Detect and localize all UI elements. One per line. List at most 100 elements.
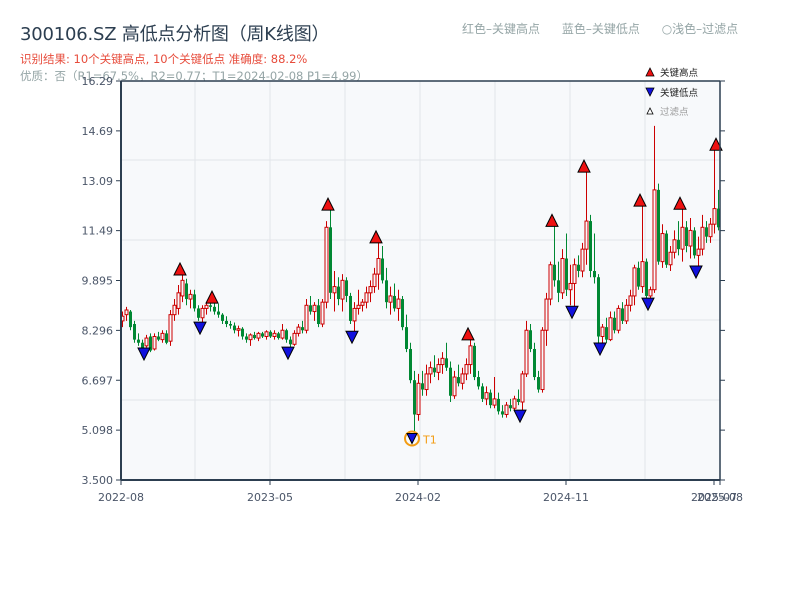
candle-body-down	[533, 348, 536, 378]
candle-body-up	[700, 226, 705, 250]
candle-body-down	[517, 398, 520, 403]
candle-body-down	[401, 299, 404, 328]
candle-body-down	[261, 333, 264, 337]
x-tick-label: 2025-08	[697, 491, 743, 504]
candle-body-up	[484, 392, 489, 400]
key-low-marker	[406, 433, 418, 445]
y-tick-label: 14.69	[82, 125, 114, 138]
candle-body-down	[537, 377, 540, 390]
candle-body-up	[312, 304, 317, 313]
candle-body-down	[565, 258, 568, 290]
candle-body-down	[589, 221, 592, 271]
x-tick-label: 2024-11	[543, 491, 589, 504]
key-high-marker	[545, 213, 559, 227]
candle-body-up	[572, 264, 577, 284]
key-low-marker	[193, 321, 207, 336]
candle-body-down	[597, 277, 600, 337]
candle-body-down	[141, 342, 144, 349]
candle-body-down	[497, 398, 500, 412]
legend-high-label: 关键高点	[660, 67, 699, 79]
candle-body-down	[481, 386, 484, 399]
legend-filtered-label: 过滤点	[660, 106, 689, 118]
candle-body-down	[185, 283, 188, 300]
candle-body-up	[176, 292, 181, 309]
candle-body-up	[668, 251, 673, 266]
candle-body-down	[593, 270, 596, 278]
candle-body-down	[457, 377, 460, 384]
candle-body-up	[548, 264, 553, 300]
candle-body-down	[349, 295, 352, 321]
candle-body-up	[648, 289, 653, 297]
y-tick-label: 9.895	[82, 275, 114, 288]
candle-body-down	[149, 336, 152, 351]
chart-title: 300106.SZ 高低点分析图（周K线图）	[20, 24, 330, 45]
candle-body-up	[416, 382, 421, 415]
candle-body-up	[440, 357, 445, 366]
y-tick-label: 5.098	[82, 424, 114, 437]
candle-body-up	[696, 248, 701, 256]
candle-body-down	[477, 377, 480, 387]
candle-body-down	[285, 330, 288, 340]
y-tick-label: 8.296	[82, 324, 114, 337]
t1-ring	[404, 430, 420, 447]
key-low-marker	[593, 342, 607, 357]
candle-body-down	[197, 308, 200, 318]
candle-body-up	[600, 326, 605, 337]
candle-body-up	[428, 367, 433, 375]
candle-body-up	[320, 301, 325, 325]
key-high-marker	[461, 326, 475, 341]
candle-body-up	[652, 189, 657, 291]
candle-body-down	[381, 258, 384, 281]
candle-body-down	[345, 280, 348, 296]
candle-body-up	[584, 220, 589, 250]
candle-body-up	[468, 345, 473, 366]
t1-label: T1	[422, 434, 437, 447]
candle-body-up	[512, 398, 517, 409]
candle-body-down	[289, 339, 292, 345]
candle-body-down	[225, 320, 228, 325]
y-tick-label: 3.500	[82, 474, 114, 487]
candle-body-down	[233, 325, 236, 331]
legend-low-icon	[645, 87, 655, 97]
candle-body-up	[372, 273, 377, 288]
candle-body-down	[221, 314, 224, 321]
candle-body-down	[165, 333, 168, 343]
candle-body-down	[393, 295, 396, 309]
legend-red-highs: 红色–关键高点	[462, 22, 541, 36]
key-high-marker	[205, 289, 219, 304]
candle-body-down	[241, 328, 244, 337]
candles	[120, 125, 720, 434]
candle-body-up	[640, 261, 645, 288]
candle-body-up	[160, 332, 165, 341]
recognition-result: 识别结果: 10个关键高点, 10个关键低点 准确度: 88.2%	[20, 52, 308, 66]
candle-body-up	[304, 304, 309, 331]
candle-body-up	[520, 373, 525, 403]
candle-body-up	[168, 314, 173, 342]
candle-body-up	[200, 307, 205, 319]
candle-body-up	[324, 226, 329, 303]
legend-filtered-icon	[646, 107, 654, 115]
candle-body-down	[309, 305, 312, 312]
candle-body-down	[677, 239, 680, 250]
candle-body-down	[665, 233, 668, 265]
candle-body-up	[248, 334, 253, 341]
candle-body-down	[209, 305, 212, 307]
candle-body-down	[253, 334, 256, 339]
candle-body-up	[568, 282, 573, 291]
key-high-marker	[709, 137, 723, 151]
candle-body-up	[172, 304, 177, 316]
candle-body-up	[540, 329, 545, 391]
x-tick-label: 2022-08	[98, 491, 144, 504]
key-low-marker	[513, 409, 527, 424]
candle-body-down	[301, 327, 304, 331]
candle-body-up	[152, 335, 157, 350]
candle-body-up	[124, 309, 129, 316]
key-low-marker	[641, 297, 655, 312]
candle-body-down	[449, 367, 452, 396]
candle-body-up	[236, 328, 241, 331]
candle-body-down	[329, 227, 332, 293]
candle-body-up	[632, 267, 637, 297]
candle-body-up	[424, 373, 429, 391]
legend-low-label: 关键低点	[660, 87, 699, 99]
